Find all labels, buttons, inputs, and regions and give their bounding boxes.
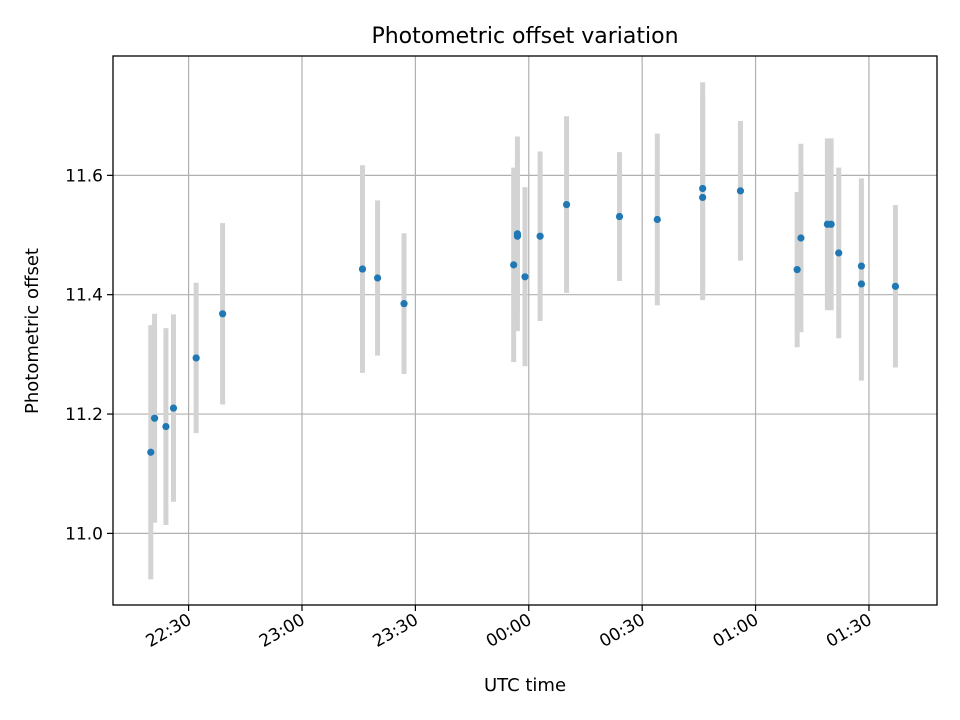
plot-frame (112, 55, 938, 606)
data-point (835, 249, 843, 257)
data-point (797, 234, 805, 242)
y-axis-label: Photometric offset (22, 248, 43, 414)
data-point (827, 220, 835, 228)
data-point (513, 230, 522, 238)
data-point (510, 261, 518, 269)
data-point (891, 282, 900, 290)
data-point (358, 265, 367, 273)
data-point (653, 215, 661, 224)
data-point (536, 232, 544, 240)
x-axis-label: UTC time (484, 675, 566, 696)
data-point (150, 414, 159, 422)
data-points (147, 184, 900, 456)
y-tick-label: 11.6 (65, 166, 103, 186)
y-axis-ticks: 11.0 11.2 11.4 11.6 (65, 166, 113, 544)
data-point (793, 266, 801, 274)
y-tick-label: 11.0 (65, 524, 103, 544)
data-point (400, 300, 408, 308)
data-point (373, 274, 382, 282)
data-point (615, 212, 624, 221)
data-point (857, 280, 866, 288)
data-point (521, 273, 529, 281)
data-point (219, 310, 227, 318)
data-point (857, 262, 866, 270)
data-point (192, 354, 200, 362)
data-point (562, 200, 571, 209)
data-point (147, 448, 155, 456)
y-tick-label: 11.4 (65, 286, 103, 306)
data-point (169, 404, 178, 412)
data-point (699, 193, 707, 202)
y-tick-label: 11.2 (65, 405, 103, 425)
data-point (699, 184, 707, 193)
data-point (162, 422, 170, 431)
chart-title: Photometric offset variation (371, 24, 678, 49)
data-point (736, 187, 745, 195)
